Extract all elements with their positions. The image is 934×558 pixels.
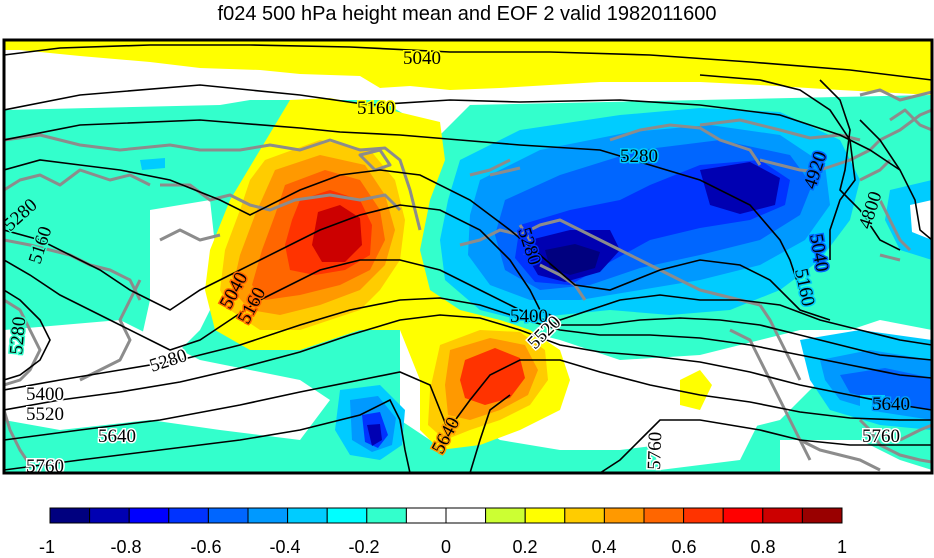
colorbar-swatch xyxy=(405,507,447,524)
colorbar-swatch xyxy=(207,507,249,524)
contour-label: 5760 xyxy=(26,456,64,477)
colorbar-swatch xyxy=(287,507,328,524)
colorbar-tick-label: -0.4 xyxy=(269,537,301,557)
contour-label: 5760 xyxy=(862,426,900,447)
colorbar-swatch xyxy=(801,507,843,524)
contour-label: 5400 xyxy=(510,306,548,327)
contour-label: 5640 xyxy=(872,394,910,415)
colorbar-swatch xyxy=(564,507,605,524)
colorbar-swatch xyxy=(643,507,685,524)
colorbar-swatch xyxy=(247,507,289,524)
colorbar-tick-label: 0.8 xyxy=(750,537,776,557)
colorbar-swatch xyxy=(683,507,724,524)
colorbar xyxy=(49,507,843,524)
colorbar-swatch xyxy=(168,507,209,524)
colorbar-tick-label: -0.6 xyxy=(190,537,222,557)
contour-label: 5760 xyxy=(644,431,666,470)
map-frame xyxy=(2,38,934,475)
colorbar-swatch xyxy=(722,507,764,524)
colorbar-tick-label: 0.2 xyxy=(512,537,538,557)
colorbar-tick-label: 0 xyxy=(440,537,452,557)
colorbar-swatch xyxy=(128,507,170,524)
colorbar-swatch xyxy=(762,507,803,524)
negative-anomaly-sw xyxy=(335,385,405,460)
colorbar-tick-label: 0.4 xyxy=(591,537,617,557)
contour-label: 5640 xyxy=(98,426,136,447)
colorbar-swatch xyxy=(326,507,368,524)
colorbar-swatch xyxy=(89,507,130,524)
colorbar-tick-label: 0.6 xyxy=(671,537,697,557)
colorbar-swatch xyxy=(49,507,91,524)
colorbar-tick-label: -1 xyxy=(38,537,56,557)
contour-label: 5160 xyxy=(357,98,395,119)
colorbar-tick-label: -0.8 xyxy=(110,537,142,557)
contour-label: 5040 xyxy=(403,48,441,69)
negative-anomaly-east-edge xyxy=(885,180,932,260)
positive-anomaly-core-nw xyxy=(220,140,405,330)
contour-label: 5280 xyxy=(620,146,658,167)
positive-anomaly-core-south xyxy=(428,330,548,440)
colorbar-swatch xyxy=(524,507,566,524)
height-contours xyxy=(4,44,932,473)
colorbar-tick-label: -0.2 xyxy=(348,537,380,557)
contour-label: 5280 xyxy=(6,316,30,356)
contour-label: 5400 xyxy=(26,384,64,405)
contour-label: 5520 xyxy=(26,404,64,425)
plot-title: f024 500 hPa height mean and EOF 2 valid… xyxy=(217,3,717,25)
colorbar-swatch xyxy=(445,507,487,524)
colorbar-tick-label: 1 xyxy=(836,537,848,557)
colorbar-swatch xyxy=(603,507,645,524)
colorbar-swatch xyxy=(366,507,407,524)
colorbar-swatch xyxy=(485,507,526,524)
